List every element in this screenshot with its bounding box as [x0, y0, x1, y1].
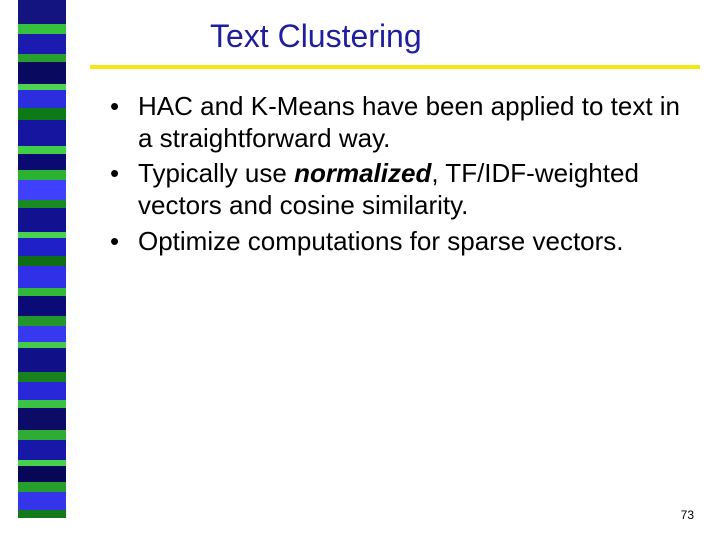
sidebar-stripe [18, 288, 66, 296]
sidebar-stripe [18, 256, 66, 266]
page-number: 73 [681, 508, 694, 522]
bullet-list: HAC and K-Means have been applied to tex… [90, 91, 700, 258]
sidebar-stripe [18, 146, 66, 154]
sidebar-stripe [18, 200, 66, 208]
decorative-sidebar [18, 0, 66, 540]
sidebar-stripe [18, 430, 66, 440]
slide-content: Text Clustering HAC and K-Means have bee… [90, 0, 700, 540]
sidebar-stripe [18, 440, 66, 460]
sidebar-stripe [18, 266, 66, 288]
sidebar-stripe [18, 54, 66, 62]
sidebar-stripe [18, 34, 66, 54]
sidebar-stripe [18, 326, 66, 342]
sidebar-stripe [18, 154, 66, 170]
sidebar-stripe [18, 510, 66, 518]
slide-title: Text Clustering [90, 0, 700, 65]
bullet-text: Typically use [138, 158, 294, 188]
sidebar-stripe [18, 316, 66, 326]
bullet-emphasis: normalized [294, 158, 431, 188]
sidebar-stripe [18, 208, 66, 232]
sidebar-stripe [18, 482, 66, 492]
title-underline [90, 65, 700, 69]
sidebar-stripe [18, 170, 66, 180]
sidebar-stripe [18, 62, 66, 84]
sidebar-stripe [18, 90, 66, 108]
bullet-text: HAC and K-Means have been applied to tex… [138, 91, 680, 153]
bullet-item: Typically use normalized, TF/IDF-weighte… [110, 158, 690, 221]
sidebar-stripe [18, 180, 66, 200]
sidebar-stripe [18, 348, 66, 372]
sidebar-stripe [18, 492, 66, 510]
sidebar-stripe [18, 108, 66, 120]
sidebar-stripe [18, 382, 66, 400]
sidebar-stripe [18, 400, 66, 408]
sidebar-stripe [18, 120, 66, 146]
bullet-item: Optimize computations for sparse vectors… [110, 226, 690, 258]
sidebar-stripe [18, 238, 66, 256]
sidebar-stripe [18, 296, 66, 316]
sidebar-stripe [18, 372, 66, 382]
bullet-text: Optimize computations for sparse vectors… [138, 226, 624, 256]
sidebar-stripe [18, 466, 66, 482]
sidebar-stripe [18, 24, 66, 34]
sidebar-stripe [18, 0, 66, 24]
sidebar-stripe [18, 408, 66, 430]
bullet-item: HAC and K-Means have been applied to tex… [110, 91, 690, 154]
